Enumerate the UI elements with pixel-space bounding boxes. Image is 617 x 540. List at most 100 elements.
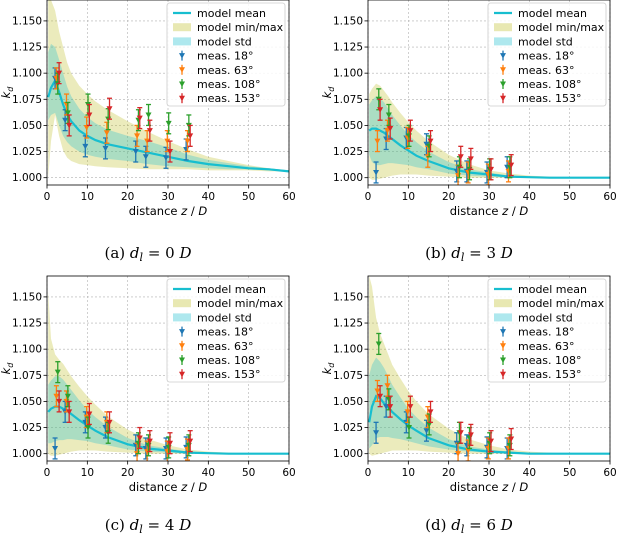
x-tick-label: 30 [161,467,174,479]
x-tick-label: 0 [44,191,51,203]
data-point [373,430,380,436]
data-point [184,138,191,145]
x-tick-label: 20 [442,467,455,479]
x-axis-label: distance z / D [129,480,208,494]
model-minmax-band [48,291,289,456]
x-tick-label: 30 [482,191,495,203]
model-mean-line [368,394,610,455]
data-point [384,383,391,389]
data-point [162,155,169,161]
x-tick-label: 0 [365,467,372,479]
data-point [385,112,392,118]
data-point [146,438,153,445]
data-point [103,130,110,136]
legend-label: meas. 18° [518,50,574,63]
legend-swatch-marker [500,53,506,59]
legend-swatch-marker [179,53,185,59]
x-tick-label: 30 [161,191,174,203]
data-point [467,432,474,438]
legend-swatch-band [494,37,512,46]
legend-swatch-marker [179,95,185,102]
data-point [167,149,174,155]
model-minmax-band [369,276,610,456]
data-point [164,138,171,145]
data-point [374,138,381,145]
data-point [457,154,464,160]
measurement-series [56,390,194,455]
data-point [52,445,59,452]
data-point [134,133,141,139]
data-point [136,115,143,122]
data-point [106,106,113,112]
x-tick-label: 30 [482,467,495,479]
data-point [427,138,434,145]
y-tick-label: 1.150 [12,291,42,303]
data-point [508,162,515,169]
data-point [467,156,474,162]
x-tick-label: 50 [242,191,255,203]
x-tick-label: 20 [442,191,455,203]
measurement-series [377,98,515,181]
legend-swatch-marker [500,67,506,73]
legend-label: meas. 18° [518,326,574,339]
legend-swatch-marker [500,329,506,335]
plot-area [368,276,610,461]
data-point [404,409,411,415]
y-axis-label: kd [0,362,15,375]
data-point [56,398,63,405]
data-point [144,138,151,145]
y-tick-label: 1.000 [333,172,363,184]
legend-swatch-band [173,37,191,46]
data-point [373,169,380,176]
data-point [377,393,384,400]
data-point [64,110,71,116]
panel-d: 0 10 20 30 40 50 60 1.000 1.025 1.050 1.075 1.100 1.… [320,275,617,536]
panel-c: 0 10 20 30 40 50 60 1.000 1.025 1.050 1.075 1.100 1.… [0,275,296,536]
legend-label: model min/max [518,21,605,34]
model-std-band [48,43,289,172]
data-point [187,133,194,139]
legend-label: model min/max [197,297,284,310]
y-tick-label: 1.100 [12,68,42,80]
data-point [54,369,61,376]
data-point [465,448,472,454]
legend-label: meas. 108° [518,78,581,91]
y-tick-label: 1.000 [12,172,42,184]
panel-a: 0 10 20 30 40 50 60 1.000 1.025 1.050 1.075 1.100 1.… [0,0,296,264]
model-mean-line [47,405,289,455]
legend-swatch-band [173,299,191,308]
data-point [136,435,143,442]
legend-swatch-marker [179,371,185,378]
y-tick-label: 1.025 [12,422,42,434]
measurement-series [54,361,192,459]
legend-label: meas. 108° [197,354,260,367]
legend-label: model std [197,311,252,324]
x-tick-label: 60 [603,191,616,203]
x-axis-label: distance z / D [129,204,208,218]
plot-area [47,291,289,461]
data-point [85,425,92,431]
x-tick-label: 40 [202,467,215,479]
y-axis-label: kd [320,362,336,375]
legend-box [166,278,286,383]
legend-label: model std [518,311,573,324]
legend-label: meas. 63° [197,340,253,353]
model-minmax-band [48,0,289,178]
panel-caption: (d) dl = 6 D [425,516,513,536]
legend-label: meas. 63° [518,64,574,77]
data-point [457,430,464,436]
legend-label: meas. 153° [197,368,260,381]
data-point [455,451,462,457]
data-point [56,70,63,77]
data-point [488,438,495,445]
legend-swatch-band [494,313,512,322]
data-point [407,404,414,410]
legend-swatch-band [173,23,191,32]
legend-label: meas. 18° [197,50,253,63]
legend-label: model std [197,35,252,48]
y-tick-label: 1.125 [333,318,363,330]
y-tick-label: 1.100 [333,344,363,356]
data-point [427,409,434,415]
x-tick-label: 10 [402,467,415,479]
